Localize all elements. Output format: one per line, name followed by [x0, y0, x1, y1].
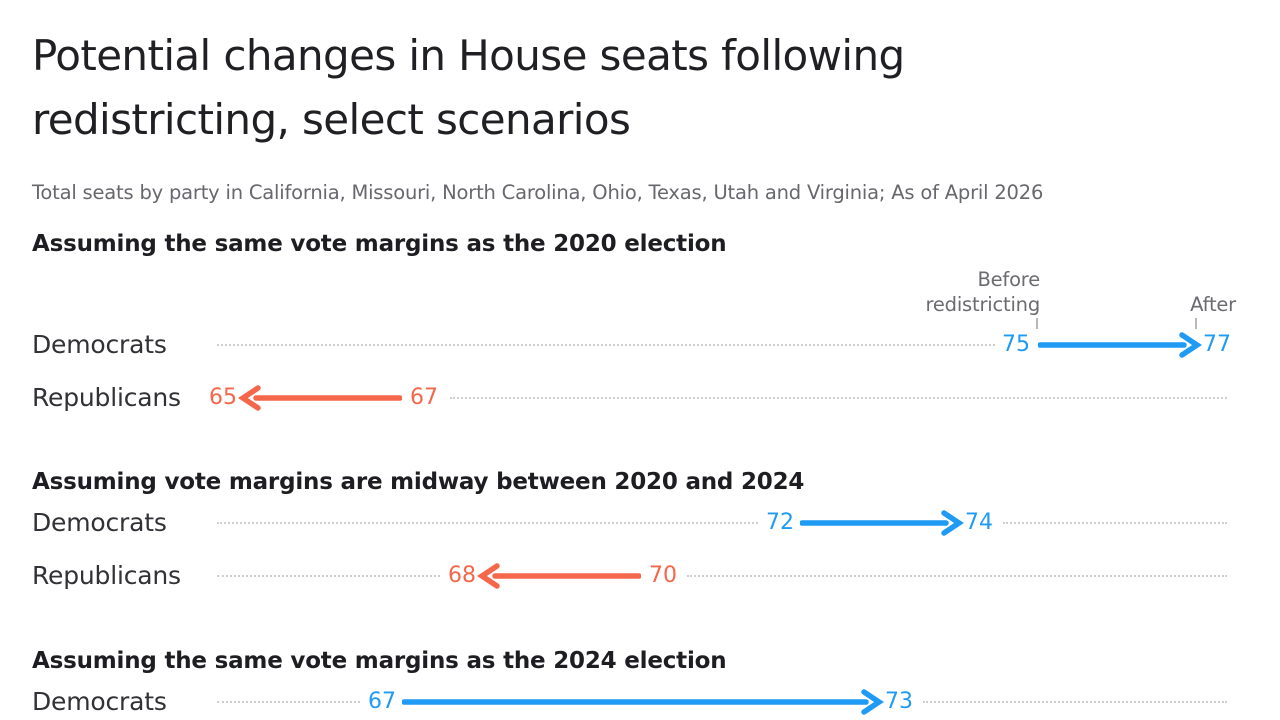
arrow-left-icon — [477, 563, 641, 589]
leader-line — [217, 575, 440, 577]
chart-title: Potential changes in House seats followi… — [32, 31, 905, 144]
leader-line — [217, 701, 360, 703]
leader-line — [1003, 522, 1227, 524]
before-value: 72 — [766, 510, 794, 535]
scenario-heading-2020: Assuming the same vote margins as the 20… — [32, 231, 727, 257]
leader-line — [217, 344, 995, 346]
party-label-democrats: Democrats — [32, 330, 167, 359]
arrow-right-icon — [402, 689, 884, 715]
scenario-heading-2024: Assuming the same vote margins as the 20… — [32, 648, 727, 674]
arrow-right-icon — [800, 510, 964, 536]
leader-line — [687, 575, 1227, 577]
after-value: 74 — [965, 510, 993, 535]
scenario-heading-midway: Assuming vote margins are midway between… — [32, 469, 805, 495]
after-value: 73 — [885, 689, 913, 714]
leader-line — [923, 701, 1227, 703]
party-label-republicans: Republicans — [32, 561, 181, 590]
party-label-democrats: Democrats — [32, 508, 167, 537]
after-value: 68 — [448, 563, 476, 588]
leader-line — [217, 522, 758, 524]
before-redistricting-label: Before redistricting — [925, 268, 1040, 316]
before-value: 75 — [1002, 332, 1030, 357]
after-tick-mark — [1195, 318, 1197, 329]
party-label-republicans: Republicans — [32, 383, 181, 412]
party-label-democrats: Democrats — [32, 687, 167, 716]
before-value: 70 — [649, 563, 677, 588]
after-value: 77 — [1203, 332, 1231, 357]
before-value: 67 — [368, 689, 396, 714]
after-value: 65 — [209, 385, 237, 410]
before-value: 67 — [410, 385, 438, 410]
chart-subtitle: Total seats by party in California, Miss… — [32, 181, 1044, 204]
before-tick-mark — [1036, 318, 1038, 329]
arrow-right-icon — [1038, 332, 1202, 358]
leader-line — [450, 397, 1227, 399]
arrow-left-icon — [238, 385, 402, 411]
after-label: After — [1190, 293, 1236, 316]
